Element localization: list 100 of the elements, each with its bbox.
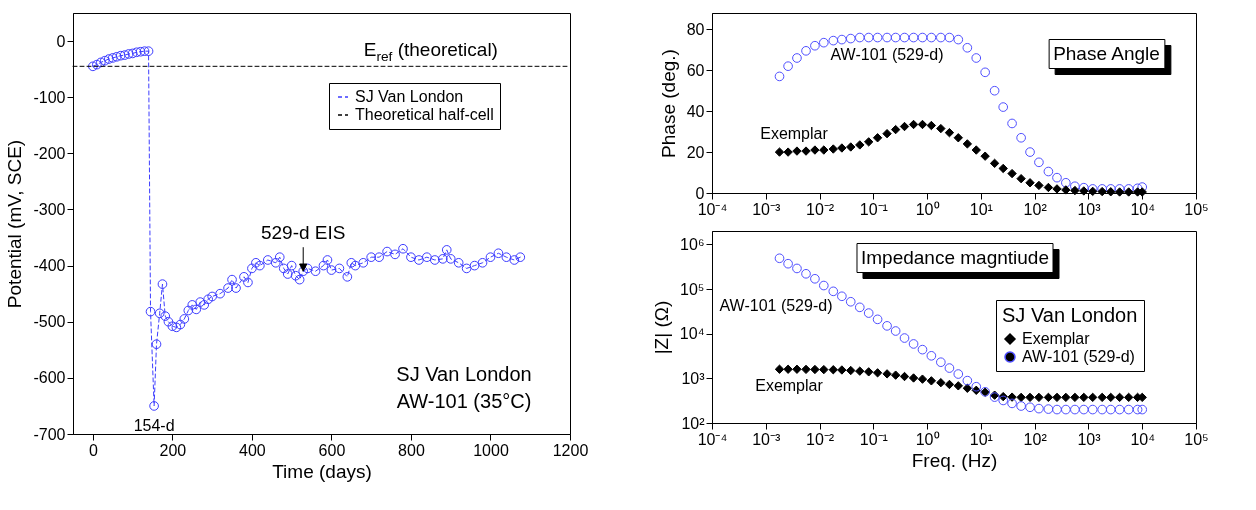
y-tick-label: -400 xyxy=(33,257,66,275)
series-label: Exemplar xyxy=(760,125,829,142)
y-tick-label: 10⁵ xyxy=(680,280,705,298)
point xyxy=(1043,166,1054,177)
point xyxy=(908,32,919,43)
annotation: 529-d EIS xyxy=(260,222,346,244)
x-tick-label: 10² xyxy=(1023,200,1048,218)
point xyxy=(926,376,937,386)
x-tick-label: 10³ xyxy=(1077,430,1102,448)
point xyxy=(953,381,963,391)
point xyxy=(854,302,865,313)
point xyxy=(846,142,856,152)
text: Exemplar xyxy=(755,377,823,394)
x-tick-label: 200 xyxy=(159,441,187,459)
point xyxy=(890,32,901,43)
point xyxy=(1043,404,1054,414)
point xyxy=(1070,404,1080,415)
point xyxy=(863,32,874,43)
x-tick-label: 10⁵ xyxy=(1184,430,1209,448)
point xyxy=(1061,185,1071,195)
point xyxy=(980,151,990,161)
text: Phase Angle xyxy=(1053,43,1160,64)
point xyxy=(810,364,820,375)
x-tick-label: 10⁻⁴ xyxy=(697,200,728,218)
point xyxy=(1043,182,1054,193)
y-tick-label: 80 xyxy=(686,20,705,38)
x-tick-label: 10¹ xyxy=(969,200,993,218)
y-tick-label: -500 xyxy=(33,313,66,331)
point xyxy=(944,127,955,138)
point xyxy=(1079,186,1089,196)
text: AW-101 (529-d) xyxy=(719,297,833,314)
point xyxy=(828,365,838,375)
point xyxy=(917,344,928,355)
x-tick-label: 10⁻¹ xyxy=(859,430,888,448)
x-tick-label: 10¹ xyxy=(969,430,993,448)
y-tick-label: 10⁴ xyxy=(679,325,705,343)
point xyxy=(845,33,856,44)
x-tick-label: 1200 xyxy=(552,441,589,459)
legend-label: AW-101 (529-d) xyxy=(1022,348,1135,365)
point xyxy=(1016,132,1026,143)
series-label: AW-101 (529-d) xyxy=(830,46,944,63)
point xyxy=(845,296,856,307)
y-axis-title: |Z| (Ω) xyxy=(650,300,672,355)
point xyxy=(828,144,838,154)
point xyxy=(908,339,919,349)
point xyxy=(1043,392,1054,403)
point xyxy=(774,71,785,82)
y-tick-label: -200 xyxy=(33,144,66,162)
point xyxy=(1025,392,1035,403)
y-axis-title: Potential (mV, SCE) xyxy=(4,139,26,309)
point xyxy=(1034,392,1044,403)
point xyxy=(810,273,820,284)
point xyxy=(1070,392,1080,403)
point xyxy=(944,363,955,373)
point xyxy=(1132,404,1143,415)
point xyxy=(1025,147,1035,157)
point xyxy=(944,379,955,390)
point xyxy=(855,366,865,376)
point xyxy=(989,158,1000,169)
point xyxy=(819,145,829,155)
point xyxy=(1078,404,1089,415)
point xyxy=(926,120,937,131)
annotation: SJ Van London xyxy=(396,363,532,385)
point xyxy=(837,34,847,45)
point xyxy=(1052,172,1062,183)
point xyxy=(989,85,1000,96)
point xyxy=(971,145,981,155)
point xyxy=(1016,401,1026,411)
annotation: AW-101 (35°C) xyxy=(396,390,532,412)
point xyxy=(819,364,829,375)
point xyxy=(1105,404,1116,415)
point xyxy=(1016,392,1026,403)
point xyxy=(1025,402,1035,413)
point xyxy=(1123,404,1134,415)
point xyxy=(818,280,829,291)
point xyxy=(936,357,946,368)
point xyxy=(1088,392,1098,403)
point xyxy=(828,35,839,46)
point xyxy=(864,367,874,377)
point xyxy=(1124,392,1134,403)
point xyxy=(1016,174,1026,184)
y-tick-label: 40 xyxy=(686,102,705,120)
point xyxy=(783,61,793,71)
point xyxy=(1007,398,1017,409)
x-tick-label: 10² xyxy=(1023,430,1048,448)
x-tick-label: 10³ xyxy=(1077,200,1102,218)
point xyxy=(890,326,901,336)
point xyxy=(774,364,785,374)
point xyxy=(1079,392,1089,403)
y-tick-label: -600 xyxy=(33,369,66,387)
point xyxy=(936,123,946,134)
x-tick-label: 10⁵ xyxy=(1184,200,1209,218)
y-tick-label: 0 xyxy=(56,32,66,50)
point xyxy=(962,383,973,393)
point xyxy=(1114,392,1125,403)
point xyxy=(890,370,901,380)
point xyxy=(1034,180,1044,191)
point xyxy=(1034,403,1044,414)
point xyxy=(846,365,856,376)
y-tick-label: -100 xyxy=(33,88,66,106)
